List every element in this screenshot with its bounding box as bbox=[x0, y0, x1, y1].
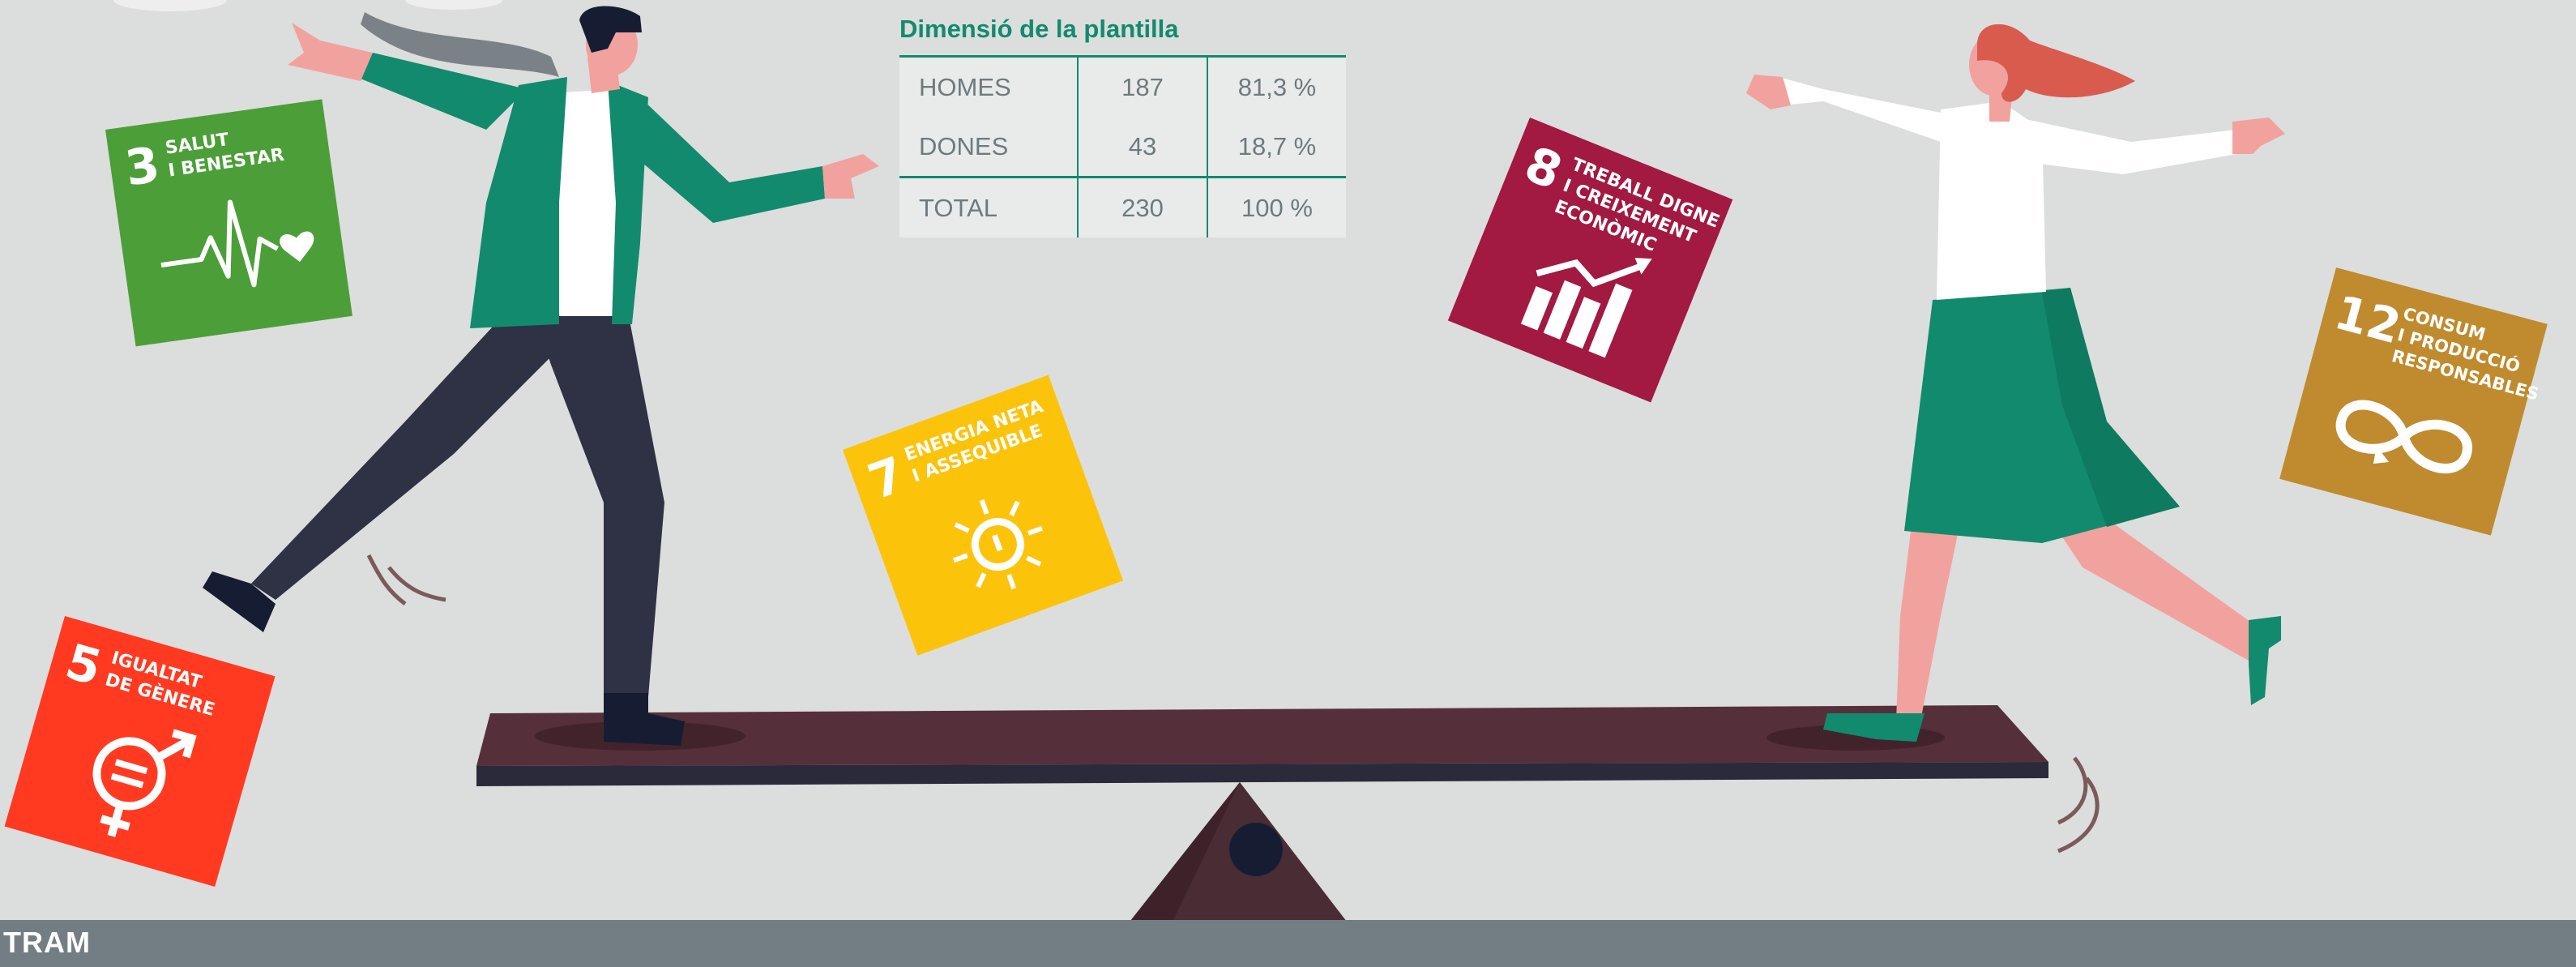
sdg-card-8: 8 TREBALL DIGNE I CREIXEMENT ECONÒMIC bbox=[1447, 118, 1733, 403]
row-count: 187 bbox=[1077, 55, 1207, 117]
brand-logo: TRAM bbox=[3, 926, 91, 959]
row-count: 43 bbox=[1077, 117, 1207, 178]
infinity-loop-icon bbox=[2335, 400, 2472, 473]
row-percent: 81,3 % bbox=[1207, 55, 1346, 117]
woman-figure bbox=[1746, 24, 2285, 854]
sdg-card-7: 7 ENERGIA NETA I ASSEQUIBLE bbox=[843, 374, 1124, 656]
sdg-card-12: 12 CONSUM I PRODUCCIÓ RESPONSABLES bbox=[2279, 267, 2548, 536]
row-count: 230 bbox=[1077, 176, 1207, 237]
sdg-card-5: 5 IGUALTAT DE GÈNERE bbox=[4, 616, 276, 887]
row-label: DONES bbox=[919, 131, 1009, 160]
sdg-card-3: 3 SALUT I BENESTAR bbox=[105, 99, 352, 347]
row-percent: 100 % bbox=[1207, 176, 1346, 237]
row-percent: 18,7 % bbox=[1207, 117, 1346, 178]
headcount-table: HOMES 187 81,3 % DONES 43 18,7 % TOTAL 2… bbox=[899, 55, 1346, 237]
row-label: HOMES bbox=[899, 55, 1078, 117]
decor-cloud bbox=[113, 0, 227, 11]
gender-equality-icon bbox=[92, 729, 197, 837]
table-row: HOMES 187 81,3 % bbox=[899, 55, 1346, 117]
decor-cloud bbox=[405, 0, 502, 10]
sun-power-icon bbox=[952, 499, 1043, 590]
footer-bar bbox=[0, 920, 2576, 967]
man-figure bbox=[203, 6, 879, 746]
heartbeat-icon bbox=[160, 199, 314, 288]
row-label: TOTAL bbox=[899, 176, 1078, 237]
growth-chart-icon bbox=[1520, 258, 1652, 358]
table-title: Dimensió de la plantilla bbox=[899, 15, 1179, 43]
table-row-total: TOTAL 230 100 % bbox=[899, 176, 1346, 237]
sdg-number: 3 bbox=[122, 137, 163, 198]
table-row: DONES 43 18,7 % bbox=[899, 117, 1346, 178]
seesaw-plank bbox=[476, 705, 2048, 786]
